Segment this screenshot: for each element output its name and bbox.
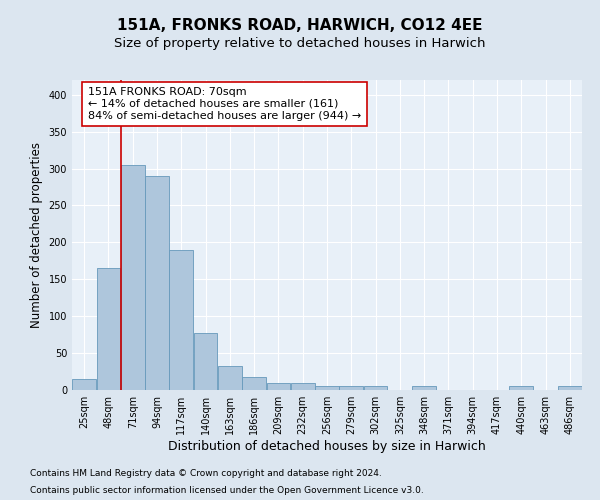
Text: Size of property relative to detached houses in Harwich: Size of property relative to detached ho… [114, 38, 486, 51]
Bar [412, 386, 436, 390]
Bar [509, 386, 533, 390]
Text: Contains public sector information licensed under the Open Government Licence v3: Contains public sector information licen… [30, 486, 424, 495]
Bar [72, 379, 96, 390]
Bar [266, 384, 290, 390]
Y-axis label: Number of detached properties: Number of detached properties [30, 142, 43, 328]
Bar [218, 366, 242, 390]
Bar [315, 386, 339, 390]
Bar [145, 176, 169, 390]
Bar [169, 250, 193, 390]
Text: 151A FRONKS ROAD: 70sqm
← 14% of detached houses are smaller (161)
84% of semi-d: 151A FRONKS ROAD: 70sqm ← 14% of detache… [88, 88, 361, 120]
Bar [558, 386, 582, 390]
Bar [291, 384, 314, 390]
Bar [340, 386, 363, 390]
Bar [121, 165, 145, 390]
Bar [242, 376, 266, 390]
Bar [364, 386, 388, 390]
Bar [97, 268, 121, 390]
X-axis label: Distribution of detached houses by size in Harwich: Distribution of detached houses by size … [168, 440, 486, 453]
Text: 151A, FRONKS ROAD, HARWICH, CO12 4EE: 151A, FRONKS ROAD, HARWICH, CO12 4EE [117, 18, 483, 32]
Text: Contains HM Land Registry data © Crown copyright and database right 2024.: Contains HM Land Registry data © Crown c… [30, 468, 382, 477]
Bar [194, 333, 217, 390]
